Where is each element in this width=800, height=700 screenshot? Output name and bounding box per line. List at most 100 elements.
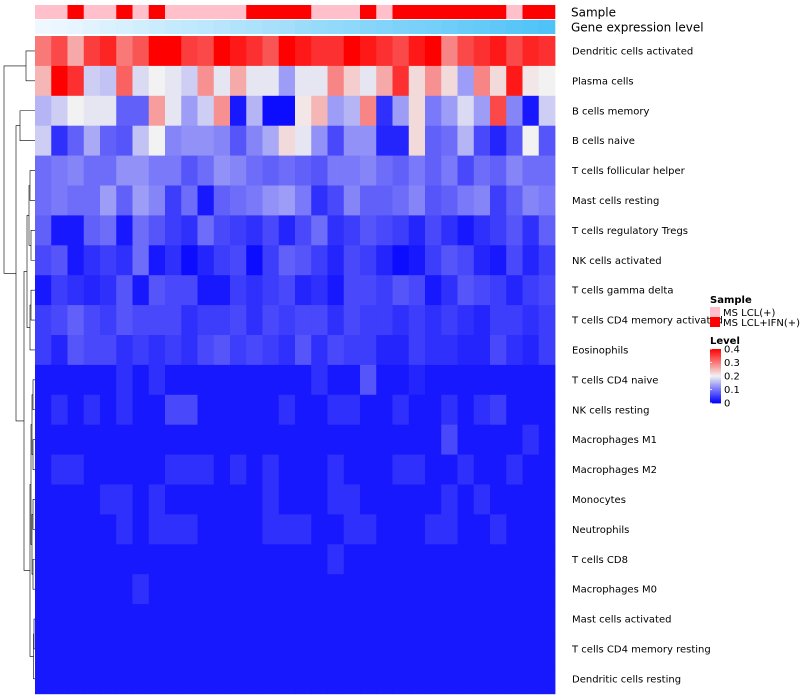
heatmap-cell [360, 663, 377, 695]
heatmap-cell [295, 185, 312, 216]
heatmap-cell [213, 185, 231, 216]
level-legend-gradient-segment [710, 378, 721, 381]
heatmap-cell [408, 155, 426, 186]
heatmap-cell [278, 424, 296, 455]
row-label: B cells naive [572, 136, 635, 147]
gene-level-annotation-cell [148, 20, 166, 34]
heatmap-cell [376, 484, 393, 515]
level-legend-gradient-segment [710, 377, 721, 380]
heatmap-cell [165, 514, 182, 545]
heatmap-cell [441, 245, 458, 276]
heatmap-cell [35, 424, 52, 455]
heatmap-cell [327, 364, 345, 396]
heatmap-cell [213, 95, 231, 127]
heatmap-cell [83, 424, 101, 455]
heatmap-cell [425, 36, 442, 67]
heatmap-cell [181, 335, 198, 366]
heatmap-cell [408, 335, 426, 366]
heatmap-cell [51, 454, 68, 485]
heatmap-cell [148, 95, 166, 127]
heatmap-cell [165, 185, 182, 216]
gene-level-annotation-cell [473, 20, 491, 34]
sample-annotation-cell [262, 5, 280, 19]
heatmap-cell [376, 544, 393, 575]
heatmap-cell [392, 634, 410, 665]
heatmap-cell [522, 514, 540, 545]
heatmap-cell [132, 65, 150, 97]
heatmap-cell [360, 245, 377, 276]
heatmap-cell [35, 335, 52, 366]
heatmap-cell [425, 484, 442, 515]
heatmap-cell [83, 65, 101, 97]
heatmap-cell [392, 275, 410, 306]
heatmap-cell [327, 215, 345, 246]
heatmap-cell [83, 215, 101, 246]
heatmap-cell [360, 484, 377, 515]
heatmap-cell [327, 663, 345, 695]
heatmap-cell [538, 663, 556, 695]
heatmap-cell [538, 544, 556, 575]
heatmap-cell [506, 65, 523, 97]
heatmap-cell [213, 544, 231, 575]
heatmap-cell [538, 335, 556, 366]
heatmap-cell [408, 424, 426, 455]
heatmap-cell [490, 185, 507, 216]
heatmap-cell [67, 155, 85, 186]
level-legend-gradient-segment [710, 367, 721, 370]
heatmap-cell [51, 514, 68, 545]
heatmap-cell [473, 604, 491, 635]
heatmap-cell [230, 335, 247, 366]
heatmap-cell [262, 424, 280, 455]
heatmap-cell [490, 574, 507, 605]
level-legend-gradient-segment [710, 366, 721, 369]
heatmap-cell [83, 185, 101, 216]
heatmap-cell [165, 394, 182, 426]
gene-level-annotation-cell [35, 20, 52, 34]
heatmap-cell [181, 424, 198, 455]
heatmap-cell [425, 185, 442, 216]
heatmap-cell [116, 634, 133, 665]
heatmap-cell [457, 663, 475, 695]
heatmap-cell [197, 125, 215, 156]
sample-annotation-cell [100, 5, 117, 19]
heatmap-cell [262, 604, 280, 635]
heatmap-cell [51, 335, 68, 366]
sample-annotation-cell [35, 5, 52, 19]
heatmap-cell [343, 454, 361, 485]
heatmap-cell [441, 364, 458, 396]
heatmap-cell [67, 663, 85, 695]
sample-legend-swatch [710, 307, 720, 317]
heatmap-cell [148, 574, 166, 605]
heatmap-cell [360, 275, 377, 306]
heatmap-cell [425, 275, 442, 306]
heatmap-cell [457, 574, 475, 605]
heatmap-cell [35, 484, 52, 515]
heatmap-cell [246, 364, 263, 396]
heatmap-cell [376, 65, 393, 97]
dendrogram-branch [32, 379, 35, 411]
heatmap-cell [213, 125, 231, 156]
heatmap-cell [83, 305, 101, 336]
heatmap-cell [295, 275, 312, 306]
heatmap-cell [538, 65, 556, 97]
heatmap-cell [35, 95, 52, 127]
heatmap-cell [132, 574, 150, 605]
heatmap-cell [246, 574, 263, 605]
heatmap-cell [83, 275, 101, 306]
heatmap-cell [408, 394, 426, 426]
gene-level-annotation-cell [67, 20, 85, 34]
heatmap-cell [116, 36, 133, 67]
heatmap-cell [148, 544, 166, 575]
heatmap-cell [408, 245, 426, 276]
heatmap-cell [197, 484, 215, 515]
level-legend-gradient-segment [710, 381, 721, 384]
heatmap-cell [100, 245, 117, 276]
heatmap-cell [457, 215, 475, 246]
heatmap-cell [506, 36, 523, 67]
heatmap-cell [181, 484, 198, 515]
heatmap-cell [246, 185, 263, 216]
sample-legend-swatch [710, 317, 720, 327]
level-legend-gradient-segment [710, 380, 721, 382]
heatmap-cell [473, 574, 491, 605]
heatmap-cell [473, 484, 491, 515]
